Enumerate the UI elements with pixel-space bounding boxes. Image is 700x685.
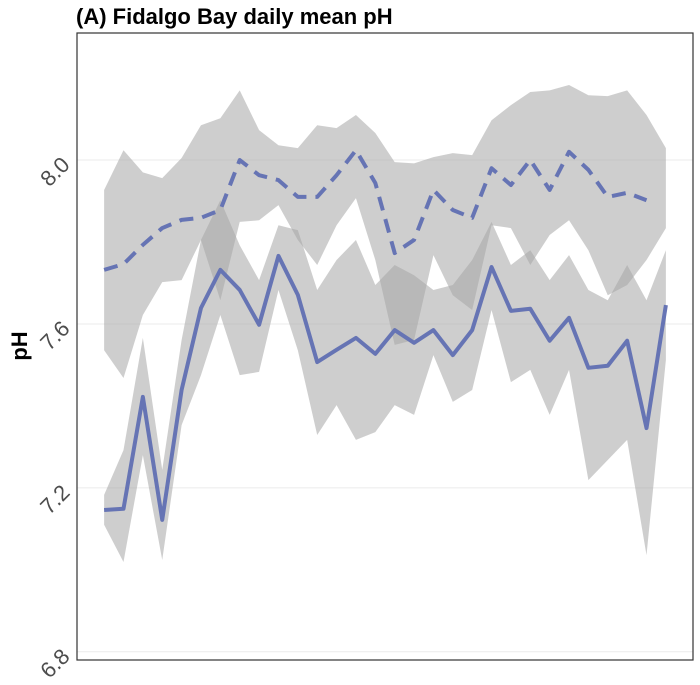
ribbon [104, 85, 666, 379]
y-tick-label: 7.6 [35, 316, 74, 355]
y-tick-label: 6.8 [35, 644, 74, 683]
y-axis-label: pH [7, 331, 32, 360]
y-tick-label: 7.2 [35, 480, 74, 519]
chart-title: (A) Fidalgo Bay daily mean pH [76, 4, 393, 29]
line [103, 148, 648, 272]
y-tick-label: 8.0 [35, 152, 74, 191]
ribbon [104, 200, 666, 563]
plot-border [76, 32, 694, 661]
line [103, 253, 668, 522]
